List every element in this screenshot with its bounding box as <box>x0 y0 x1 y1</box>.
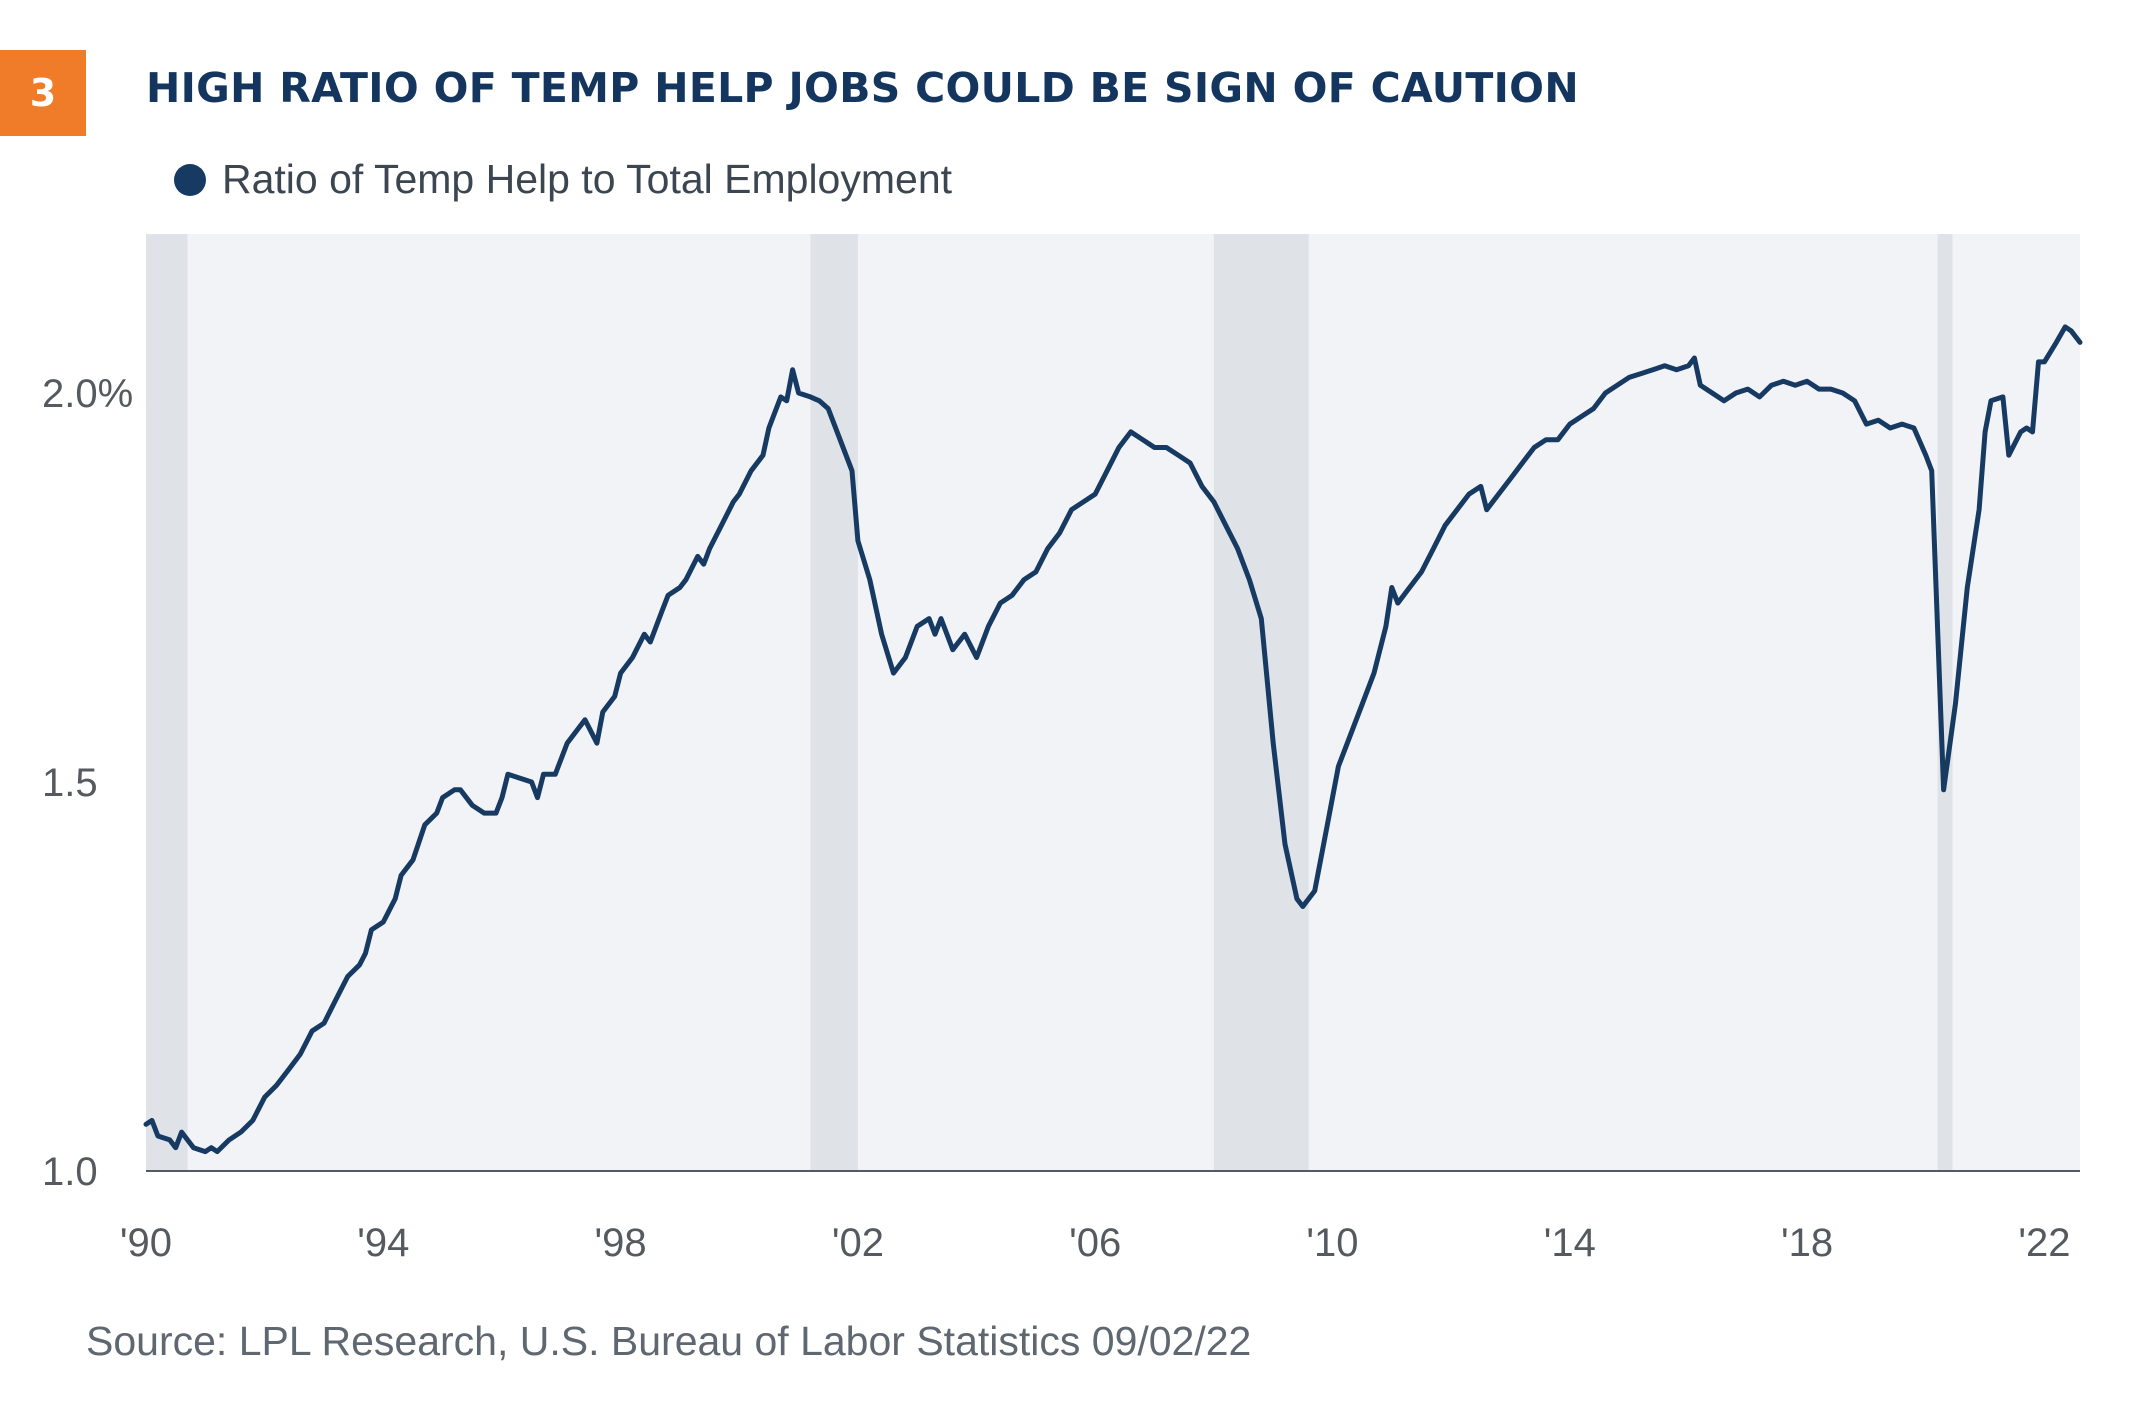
recession-band <box>810 234 858 1171</box>
x-tick-label: '98 <box>595 1221 647 1265</box>
x-tick-label: '06 <box>1069 1221 1121 1265</box>
y-tick-label: 2.0% <box>42 372 133 416</box>
x-tick-label: '90 <box>120 1221 172 1265</box>
legend: Ratio of Temp Help to Total Employment <box>174 156 952 203</box>
recession-bands <box>146 234 1953 1171</box>
y-tick-label: 1.5 <box>42 761 98 805</box>
recession-band <box>1937 234 1953 1171</box>
y-axis-tick-labels: 1.0 1.5 2.0% <box>42 372 133 1194</box>
legend-marker-icon <box>174 163 206 196</box>
plot-area <box>146 234 2080 1171</box>
x-tick-label: '94 <box>357 1221 409 1265</box>
x-tick-label: '02 <box>832 1221 884 1265</box>
x-tick-label: '14 <box>1544 1221 1596 1265</box>
source-note: Source: LPL Research, U.S. Bureau of Lab… <box>86 1318 1252 1364</box>
recession-band <box>146 234 188 1171</box>
x-tick-label: '10 <box>1306 1221 1358 1265</box>
x-axis-tick-labels: '90 '94 '98 '02 '06 '10 '14 '18 '22 <box>120 1221 2071 1265</box>
x-tick-label: '22 <box>2018 1221 2070 1265</box>
legend-label: Ratio of Temp Help to Total Employment <box>222 156 953 202</box>
figure-number-badge: 3 <box>0 50 86 136</box>
figure-number: 3 <box>29 71 57 115</box>
chart-title: HIGH RATIO OF TEMP HELP JOBS COULD BE SI… <box>146 64 1579 112</box>
y-tick-label: 1.0 <box>42 1150 98 1194</box>
x-tick-label: '18 <box>1781 1221 1833 1265</box>
recession-band <box>1213 234 1309 1171</box>
series-line <box>143 324 2083 1155</box>
